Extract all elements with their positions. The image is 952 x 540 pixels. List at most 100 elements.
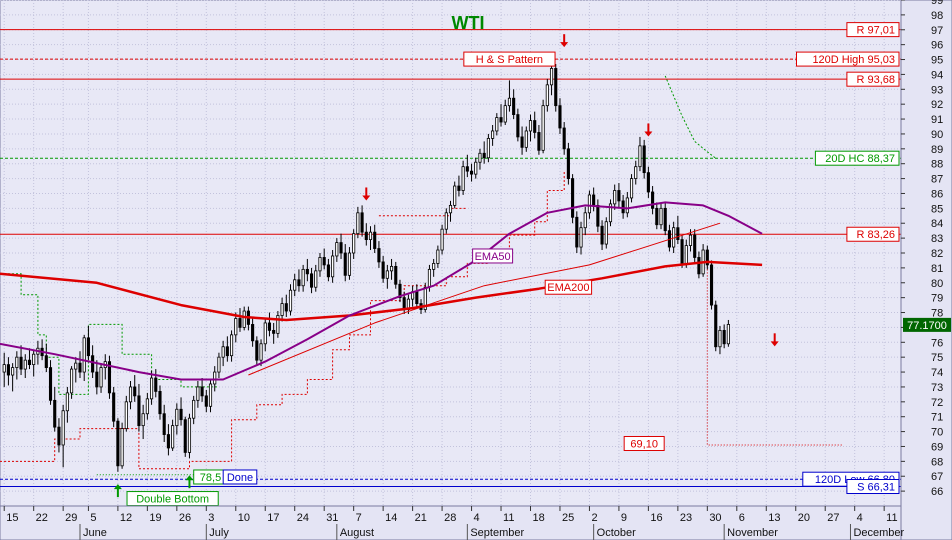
- candle-body: [461, 166, 465, 191]
- candle-body: [251, 324, 255, 342]
- candle-body: [217, 356, 221, 373]
- y-tick-label: 84: [931, 218, 943, 230]
- x-tick-label: 11: [503, 512, 514, 524]
- candle-body: [255, 340, 259, 361]
- candle-body: [74, 362, 78, 370]
- candle-body: [145, 398, 149, 415]
- candle-body: [322, 257, 326, 266]
- annotation-text: H & S Pattern: [476, 54, 543, 66]
- candle-body: [486, 138, 490, 159]
- y-tick-label: 99: [931, 0, 943, 7]
- y-tick-label: 94: [931, 69, 943, 81]
- candle-body: [629, 178, 634, 199]
- x-tick-label: 22: [36, 512, 48, 524]
- candle-body: [482, 152, 486, 159]
- y-axis-panel: [900, 0, 952, 540]
- y-tick-label: 66: [931, 486, 943, 498]
- x-axis-panel: [0, 505, 902, 540]
- candle-body: [204, 395, 208, 407]
- candle-body: [427, 268, 432, 288]
- level-label-box: [846, 226, 900, 242]
- candle-body: [187, 417, 192, 453]
- candle-body: [352, 233, 356, 254]
- candle-body: [651, 191, 655, 209]
- candle-body: [44, 355, 48, 368]
- month-label: October: [597, 527, 636, 539]
- candle-body: [331, 255, 335, 278]
- candle-body: [230, 334, 234, 357]
- y-tick-label: 81: [931, 263, 943, 275]
- candle-body: [192, 399, 196, 419]
- candle-body: [70, 368, 74, 394]
- candle-body: [57, 426, 61, 446]
- arrow-head: [644, 131, 653, 137]
- candle-body: [238, 318, 242, 328]
- candle-body: [120, 428, 124, 467]
- x-tick-label: 16: [650, 512, 662, 524]
- arrow-head: [362, 195, 371, 201]
- candle-body: [469, 170, 474, 175]
- candle-body: [150, 377, 154, 400]
- month-label: September: [470, 527, 524, 539]
- y-tick-label: 75: [931, 352, 943, 364]
- candle-body: [293, 279, 297, 291]
- candle-body: [596, 204, 600, 227]
- x-tick-label: 4: [474, 512, 480, 524]
- y-tick-label: 74: [931, 367, 943, 379]
- candle-body: [621, 200, 625, 214]
- annotation-box: [463, 51, 556, 67]
- candle-body: [512, 97, 516, 115]
- candle-body: [234, 318, 238, 336]
- month-label: June: [83, 527, 107, 539]
- candle-body: [27, 359, 32, 366]
- candle-body: [457, 185, 461, 191]
- y-tick-label: 72: [931, 397, 943, 409]
- candle-body: [423, 286, 427, 310]
- candle-body: [537, 132, 541, 151]
- candle-body: [524, 130, 528, 148]
- candle-body: [718, 329, 722, 348]
- x-tick-label: 14: [385, 512, 397, 524]
- candle-body: [347, 252, 352, 276]
- candle-body: [11, 367, 15, 376]
- candle-body: [19, 356, 23, 370]
- x-tick-label: 23: [680, 512, 692, 524]
- candle-body: [684, 245, 688, 264]
- candle-body: [705, 249, 709, 266]
- level-label: R 83,26: [856, 229, 895, 241]
- annotation-text: Double Bottom: [136, 494, 209, 506]
- chart-title: WTI: [452, 13, 485, 33]
- x-tick-label: 6: [739, 512, 745, 524]
- annotation-box: [623, 435, 665, 451]
- y-tick-label: 97: [931, 25, 943, 37]
- candle-body: [659, 207, 663, 226]
- candle-body: [284, 303, 288, 312]
- horizontal-levels: R 97,01 120D High 95,03 R 93,68 20D HC 88,3…: [0, 22, 901, 495]
- candle-body: [478, 152, 482, 163]
- indicator-lines: [0, 201, 763, 381]
- candle-body: [587, 194, 591, 214]
- grid: [0, 0, 902, 507]
- candle-body: [95, 371, 99, 388]
- candle-body: [364, 231, 368, 241]
- series-line: [248, 222, 721, 376]
- candle-body: [65, 392, 69, 412]
- x-tick-label: 17: [267, 512, 279, 524]
- candle-body: [373, 231, 377, 249]
- candle-body: [503, 105, 507, 123]
- candlesticks: [2, 56, 730, 472]
- annotation-text: EMA50: [475, 251, 511, 263]
- x-tick-label: 2: [591, 512, 597, 524]
- x-tick-label: 11: [886, 512, 897, 524]
- candle-body: [579, 227, 583, 248]
- level-label-box: [796, 51, 900, 67]
- candle-body: [381, 261, 385, 279]
- candle-body: [474, 161, 478, 175]
- candle-body: [642, 145, 646, 174]
- arrow-head: [185, 475, 194, 481]
- candle-body: [99, 367, 103, 388]
- candle-body: [533, 120, 537, 133]
- x-tick-label: 24: [297, 512, 309, 524]
- month-label: August: [340, 527, 374, 539]
- candle-body: [634, 166, 638, 179]
